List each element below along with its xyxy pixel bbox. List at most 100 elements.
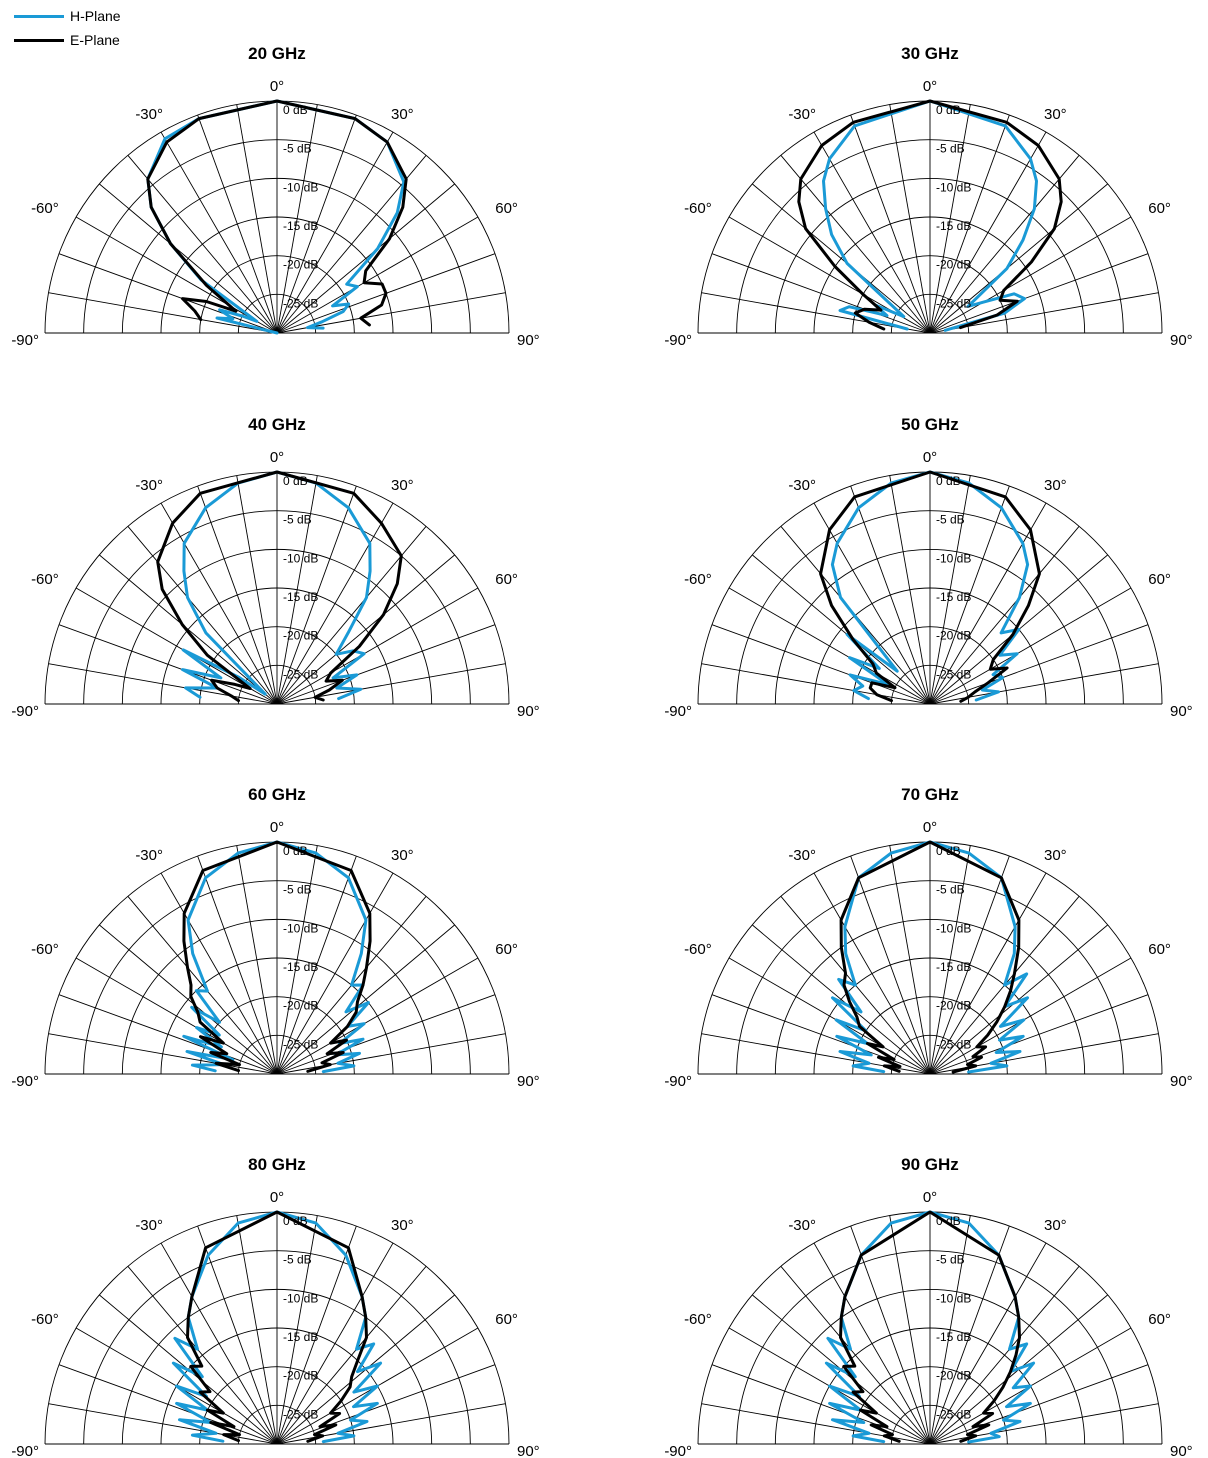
angle-tick-label: -60° (684, 200, 712, 217)
grid-spoke (48, 292, 278, 334)
polar-grid (697, 841, 1163, 1075)
angle-tick-label: -90° (664, 1073, 692, 1090)
grid-spoke (197, 114, 278, 334)
radial-tick-label: -25 dB (936, 296, 971, 310)
angle-tick-label: -60° (684, 1311, 712, 1328)
grid-spoke (276, 855, 357, 1075)
angle-tick-label: -90° (11, 703, 39, 720)
angle-tick-label: 90° (517, 332, 540, 349)
grid-spoke (276, 1265, 427, 1445)
grid-spoke (929, 1225, 1010, 1445)
radial-tick-label: 0 dB (283, 844, 308, 858)
angle-tick-label: 0° (923, 819, 937, 836)
legend-item-h-plane: H-Plane (14, 4, 121, 28)
radial-tick-label: 0 dB (936, 1214, 961, 1228)
grid-spoke (276, 114, 357, 334)
grid-spoke (701, 663, 931, 705)
series-line-e-plane (186, 1210, 368, 1443)
radial-tick-label: -25 dB (283, 1407, 318, 1421)
angle-tick-label: -60° (31, 1311, 59, 1328)
radial-tick-label: -5 dB (936, 1253, 965, 1267)
radial-tick-label: -20 dB (936, 258, 971, 272)
grid-spoke (929, 587, 1132, 705)
angle-tick-label: -90° (11, 1073, 39, 1090)
angle-tick-label: 90° (517, 1073, 540, 1090)
radial-tick-label: -20 dB (936, 999, 971, 1013)
grid-spoke (751, 183, 931, 334)
radial-tick-label: -15 dB (936, 590, 971, 604)
polar-subplot: 0 dB -5 dB -10 dB -15 dB -20 dB -25 dB -90° -60… (11, 44, 539, 349)
polar-subplot: 0 dB -5 dB -10 dB -15 dB -20 dB -25 dB -90° -60… (664, 44, 1192, 349)
radial-tick-label: -10 dB (936, 551, 971, 565)
grid-spoke (58, 994, 278, 1075)
grid-spoke (929, 845, 971, 1075)
grid-spoke (929, 1215, 971, 1445)
grid-spoke (127, 1265, 278, 1445)
polar-subplot: 0 dB -5 dB -10 dB -15 dB -20 dB -25 dB -90° -60… (11, 415, 539, 720)
grid-spoke (48, 1403, 278, 1445)
radial-tick-label: -10 dB (936, 1291, 971, 1305)
angle-tick-label: -60° (31, 941, 59, 958)
radial-tick-label: -25 dB (936, 1407, 971, 1421)
legend-label-e-plane: E-Plane (70, 32, 120, 48)
angle-tick-label: 30° (391, 1217, 414, 1234)
grid-spoke (48, 663, 278, 705)
angle-tick-label: -60° (31, 200, 59, 217)
radial-tick-label: -15 dB (283, 219, 318, 233)
grid-spoke (711, 624, 931, 705)
grid-spoke (711, 1364, 931, 1445)
grid-spoke (929, 104, 971, 334)
subplot-title: 70 GHz (901, 785, 959, 804)
grid-spoke (197, 855, 278, 1075)
angle-tick-label: 60° (1148, 571, 1171, 588)
grid-spoke (276, 1225, 357, 1445)
grid-spoke (728, 957, 931, 1075)
radial-tick-label: -20 dB (283, 629, 318, 643)
grid-spoke (711, 253, 931, 334)
radial-tick-label: -5 dB (283, 142, 312, 156)
grid-spoke (236, 845, 278, 1075)
angle-tick-label: 90° (1170, 332, 1193, 349)
angle-tick-label: 30° (1044, 847, 1067, 864)
grid-spoke (75, 216, 278, 334)
grid-spoke (197, 485, 278, 705)
angle-tick-label: -90° (664, 703, 692, 720)
subplot-title: 80 GHz (248, 1155, 306, 1174)
radial-tick-label: -25 dB (936, 1037, 971, 1051)
grid-spoke (276, 131, 394, 334)
radial-tick-label: -10 dB (283, 921, 318, 935)
grid-spoke (813, 1242, 931, 1445)
polar-subplot: 0 dB -5 dB -10 dB -15 dB -20 dB -25 dB -90° -60… (664, 785, 1192, 1090)
grid-spoke (850, 1225, 931, 1445)
radial-tick-label: 0 dB (936, 844, 961, 858)
grid-spoke (850, 114, 931, 334)
radial-tick-label: 0 dB (283, 474, 308, 488)
grid-spoke (276, 154, 427, 334)
grid-spoke (929, 855, 1010, 1075)
grid-spoke (711, 994, 931, 1075)
grid-spoke (276, 1033, 506, 1075)
radial-tick-label: -15 dB (936, 960, 971, 974)
grid-spoke (276, 957, 479, 1075)
grid-spoke (236, 104, 278, 334)
grid-spoke (929, 253, 1149, 334)
radial-tick-label: -15 dB (283, 590, 318, 604)
angle-tick-label: -90° (11, 332, 39, 349)
grid-spoke (780, 154, 931, 334)
grid-spoke (48, 1033, 278, 1075)
angle-tick-label: 60° (495, 1311, 518, 1328)
grid-spoke (276, 872, 394, 1075)
angle-tick-label: -60° (684, 941, 712, 958)
grid-spoke (98, 924, 278, 1075)
angle-tick-label: 30° (391, 106, 414, 123)
grid-spoke (751, 554, 931, 705)
grid-spoke (276, 104, 318, 334)
radial-tick-label: 0 dB (283, 1214, 308, 1228)
grid-spoke (276, 1364, 496, 1445)
angle-tick-label: 60° (1148, 200, 1171, 217)
angle-tick-label: 0° (923, 449, 937, 466)
grid-spoke (160, 131, 278, 334)
radial-tick-label: -15 dB (283, 960, 318, 974)
angle-tick-label: 90° (1170, 703, 1193, 720)
subplot-title: 60 GHz (248, 785, 306, 804)
